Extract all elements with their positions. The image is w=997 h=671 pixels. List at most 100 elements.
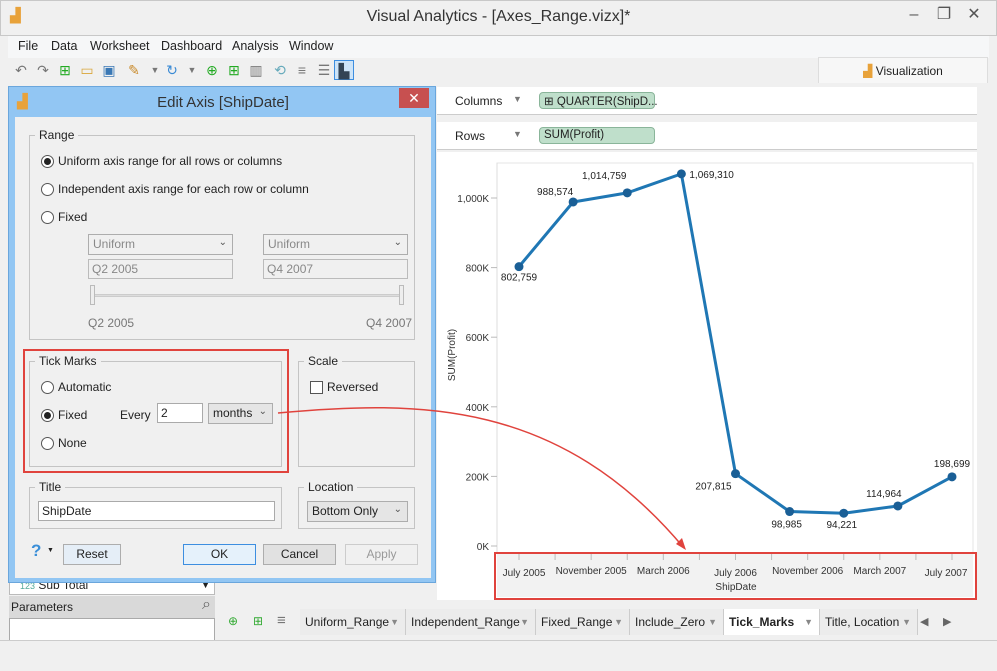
chevron-down-icon[interactable]: ▼: [513, 94, 522, 104]
chevron-down-icon[interactable]: ▼: [614, 617, 623, 627]
menu-dashboard[interactable]: Dashboard: [161, 39, 223, 53]
sheet-tab[interactable]: Uniform_Range ▼: [300, 609, 406, 635]
tab-label: Tick_Marks: [729, 615, 795, 629]
apply-button[interactable]: Apply: [345, 544, 418, 565]
menu-worksheet[interactable]: Worksheet: [90, 39, 150, 53]
chevron-down-icon[interactable]: ▼: [520, 617, 529, 627]
radio-indicator[interactable]: [41, 210, 54, 224]
redo-icon[interactable]: ↷: [37, 62, 49, 78]
radio-indicator[interactable]: [41, 182, 54, 196]
minimize-button[interactable]: –: [909, 6, 919, 23]
tick-interval-input[interactable]: 2: [157, 403, 203, 423]
radio-tick-none[interactable]: None: [41, 436, 87, 450]
radio-tick-automatic[interactable]: Automatic: [41, 380, 111, 394]
save-icon[interactable]: ▣: [102, 62, 116, 78]
radio-indicator[interactable]: [41, 154, 54, 168]
range-start-input[interactable]: Q2 2005: [88, 259, 233, 279]
range-slider-track[interactable]: [93, 294, 403, 297]
menu-data[interactable]: Data: [51, 39, 78, 53]
tab-label: Uniform_Range: [305, 615, 390, 629]
restore-button[interactable]: ❐: [936, 6, 952, 23]
x-axis-title: ShipDate: [715, 582, 757, 593]
sheet-tab[interactable]: Tick_Marks ▼: [724, 609, 820, 635]
range-end-mode-select[interactable]: Uniform ⌄: [263, 234, 408, 255]
radio-independent-range[interactable]: Independent axis range for each row or c…: [41, 182, 309, 196]
chevron-down-icon[interactable]: ▼: [47, 547, 54, 554]
rows-label: Rows: [455, 129, 486, 143]
sheet-tab[interactable]: Title, Location ▼: [820, 609, 918, 635]
checkbox-indicator[interactable]: [310, 380, 323, 394]
scale-legend: Scale: [304, 354, 343, 368]
undo-icon[interactable]: ↶: [15, 62, 27, 78]
data-point: [622, 188, 632, 198]
tick-unit-select[interactable]: months ⌄: [208, 403, 273, 424]
radio-uniform-range[interactable]: Uniform axis range for all rows or colum…: [41, 154, 282, 168]
visualization-icon: ▟: [863, 64, 876, 78]
data-label: 98,985: [771, 520, 802, 531]
sort-descending-icon[interactable]: ☰: [317, 62, 331, 78]
slider-min-label: Q2 2005: [88, 316, 135, 330]
chevron-down-icon[interactable]: ▼: [150, 65, 160, 75]
scroll-left-icon[interactable]: ◀: [920, 616, 929, 628]
radio-indicator[interactable]: [41, 408, 54, 422]
connect-data-icon[interactable]: ✎: [128, 62, 140, 78]
bar-chart-icon[interactable]: ▥: [249, 62, 263, 78]
chevron-down-icon[interactable]: ▼: [902, 617, 911, 627]
open-folder-icon[interactable]: ▭: [80, 62, 94, 78]
data-point: [731, 469, 740, 479]
expand-icon[interactable]: ⊞: [544, 96, 554, 108]
chevron-down-icon[interactable]: ▼: [804, 617, 813, 627]
new-file-icon[interactable]: ⊞: [59, 62, 71, 78]
radio-label: Fixed: [58, 210, 88, 224]
chevron-down-icon[interactable]: ▼: [708, 617, 717, 627]
range-start-mode-select[interactable]: Uniform ⌄: [88, 234, 233, 255]
plot-area: [496, 162, 974, 554]
radio-tick-fixed[interactable]: Fixed: [41, 408, 87, 422]
quarter-shipdate-pill[interactable]: ⊞ QUARTER(ShipD...: [539, 92, 658, 109]
tab-visualization[interactable]: ▟ Visualization: [818, 57, 988, 83]
range-slider-max-handle[interactable]: [399, 285, 404, 305]
location-select[interactable]: Bottom Only ⌄: [307, 501, 408, 522]
sheet-tab[interactable]: Independent_Range ▼: [406, 609, 536, 635]
sheet-tab[interactable]: Include_Zero ▼: [630, 609, 724, 635]
close-button[interactable]: ✕: [967, 6, 981, 23]
title-bar: [0, 0, 997, 36]
sum-profit-pill[interactable]: SUM(Profit): [539, 127, 655, 144]
ok-button[interactable]: OK: [183, 544, 256, 565]
range-group: [29, 135, 415, 340]
list-icon[interactable]: ≡: [277, 612, 286, 629]
new-worksheet-icon[interactable]: ⊕: [228, 614, 239, 628]
chevron-down-icon[interactable]: ▼: [187, 65, 197, 75]
search-icon[interactable]: ⌕: [202, 596, 211, 613]
cancel-button[interactable]: Cancel: [263, 544, 336, 565]
data-label: 1,069,310: [689, 170, 734, 181]
radio-indicator[interactable]: [41, 380, 54, 394]
refresh-icon[interactable]: ↻: [166, 62, 178, 78]
menu-analysis[interactable]: Analysis: [232, 39, 279, 53]
axis-title-input[interactable]: ShipDate: [38, 501, 275, 521]
menu-file[interactable]: File: [18, 39, 39, 53]
chevron-down-icon[interactable]: ▼: [513, 129, 522, 139]
slider-max-label: Q4 2007: [366, 316, 413, 330]
scroll-right-icon[interactable]: ▶: [943, 616, 952, 628]
reversed-checkbox[interactable]: Reversed: [310, 380, 378, 394]
parameters-list[interactable]: [9, 618, 215, 641]
chevron-down-icon[interactable]: ▼: [390, 617, 399, 627]
show-labels-icon[interactable]: ▙: [334, 60, 354, 80]
radio-fixed-range[interactable]: Fixed: [41, 210, 87, 224]
reset-button[interactable]: Reset: [63, 544, 121, 565]
range-end-input[interactable]: Q4 2007: [263, 259, 408, 279]
menu-window[interactable]: Window: [289, 39, 334, 53]
new-worksheet-icon[interactable]: ⊕: [206, 62, 218, 78]
sort-ascending-icon[interactable]: ≡: [297, 62, 307, 78]
range-slider-min-handle[interactable]: [90, 285, 95, 305]
data-point: [568, 197, 578, 207]
dialog-close-button[interactable]: ✕: [399, 88, 429, 108]
new-dashboard-icon[interactable]: ⊞: [253, 614, 264, 628]
new-dashboard-icon[interactable]: ⊞: [228, 62, 240, 78]
swap-icon[interactable]: ⟲: [274, 62, 286, 78]
chevron-down-icon[interactable]: ▼: [201, 580, 210, 590]
radio-indicator[interactable]: [41, 436, 54, 450]
help-icon[interactable]: ?: [31, 541, 42, 560]
sheet-tab[interactable]: Fixed_Range ▼: [536, 609, 630, 635]
